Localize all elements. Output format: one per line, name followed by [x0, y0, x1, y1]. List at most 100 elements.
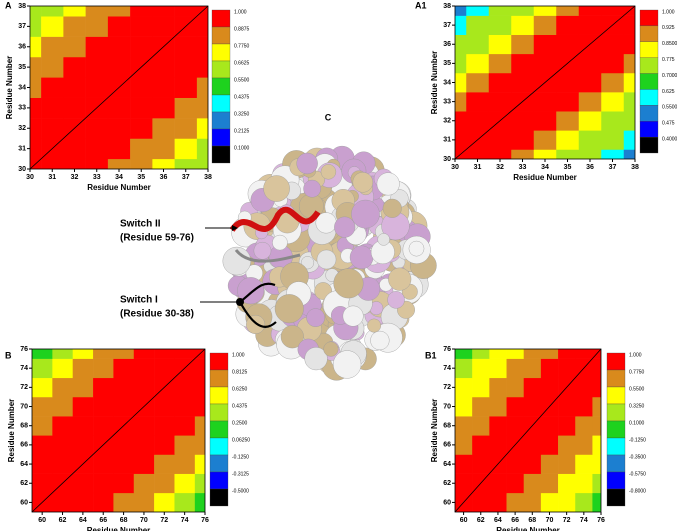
x-tick-label: 64: [79, 517, 87, 524]
heat-cell: [472, 358, 490, 379]
heat-cell: [113, 349, 135, 359]
heat-cell: [194, 377, 205, 398]
colorbar-band: [209, 369, 229, 388]
colorbar-band: [211, 43, 231, 62]
heat-cell: [63, 97, 86, 119]
surface-blob: [370, 330, 390, 351]
heat-cell: [455, 6, 467, 16]
heat-cell: [174, 377, 196, 398]
loop: [234, 248, 301, 263]
heat-cell: [472, 349, 490, 359]
colorbar-label: 0.8125: [232, 369, 248, 375]
heat-cell: [93, 454, 114, 474]
x-tick-label: 32: [71, 174, 79, 181]
heat-cell: [533, 111, 557, 131]
heat-cell: [174, 138, 198, 160]
colorbar-label: 0.5500: [662, 105, 677, 111]
heat-cell: [489, 435, 507, 455]
y-tick-label: 37: [443, 22, 451, 29]
heat-cell: [107, 56, 131, 78]
surface-blob: [320, 164, 337, 180]
x-tick-label: 66: [99, 517, 107, 524]
y-tick-label: 36: [443, 41, 451, 48]
colorbar-label: 0.5500: [234, 77, 250, 83]
heat-cell: [154, 358, 175, 379]
heat-cell: [52, 349, 74, 359]
y-tick-label: 74: [443, 365, 451, 372]
heat-cell: [533, 15, 557, 35]
x-tick-label: 72: [563, 517, 571, 524]
surface-blob: [253, 241, 272, 260]
colorbar-band: [639, 9, 659, 27]
heat-cell: [488, 15, 512, 35]
heat-cell: [511, 34, 535, 55]
heat-cell: [174, 396, 196, 417]
heat-cell: [30, 56, 42, 78]
surface-blob: [377, 233, 390, 246]
y-tick-label: 35: [18, 64, 26, 71]
heat-cell: [107, 97, 131, 119]
heat-cell: [152, 118, 175, 139]
heat-cell: [133, 492, 155, 512]
heat-cell: [130, 6, 153, 17]
y-tick-label: 38: [18, 3, 26, 10]
colorbar-band: [211, 60, 231, 79]
heat-cell: [194, 396, 205, 417]
x-tick-label: 33: [93, 174, 101, 181]
heat-cell: [107, 118, 131, 139]
heat-cell: [152, 158, 175, 169]
heat-cell: [196, 97, 208, 119]
heat-cell: [52, 377, 74, 398]
heat-cell: [540, 377, 559, 398]
colorbar-band: [209, 403, 229, 422]
heat-cell: [575, 349, 593, 359]
heat-cell: [174, 454, 196, 474]
heat-cell: [30, 97, 42, 119]
colorbar-label: 0.4375: [234, 94, 250, 100]
heat-cell: [30, 138, 42, 160]
heat-cell: [174, 349, 196, 359]
heat-cell: [85, 36, 109, 58]
heat-cell: [30, 6, 42, 17]
heat-cell: [623, 34, 635, 55]
x-tick-label: 34: [541, 164, 549, 171]
heat-cell: [623, 111, 635, 131]
heat-cell: [455, 377, 473, 398]
colorbar-label: 0.3250: [629, 403, 645, 409]
heat-cell: [130, 36, 153, 58]
heat-cell: [63, 56, 86, 78]
heat-cell: [472, 454, 490, 474]
heat-cell: [575, 492, 593, 512]
colorbar-label: 0.5500: [629, 386, 645, 392]
heat-cell: [32, 396, 53, 417]
y-tick-label: 66: [443, 442, 451, 449]
heat-cell: [194, 416, 205, 436]
x-axis-title: Residue Number: [496, 526, 560, 531]
heat-cell: [466, 111, 490, 131]
arrow-dot: [236, 298, 244, 306]
heat-cell: [523, 492, 542, 512]
heat-cell: [113, 435, 135, 455]
heat-cell: [511, 6, 535, 16]
heat-cell: [506, 396, 525, 417]
heat-cell: [578, 130, 602, 150]
heat-cell: [52, 396, 74, 417]
heat-cell: [472, 416, 490, 436]
heat-cell: [506, 473, 525, 494]
heat-cell: [63, 138, 86, 160]
heat-cell: [523, 454, 542, 474]
heat-cell: [32, 454, 53, 474]
heat-cell: [575, 416, 593, 436]
x-tick-label: 37: [182, 174, 190, 181]
heat-cell: [556, 130, 580, 150]
y-tick-label: 31: [443, 137, 451, 144]
x-tick-label: 31: [474, 164, 482, 171]
heat-cell: [455, 349, 473, 359]
heat-cell: [154, 416, 175, 436]
colorbar-band: [639, 73, 659, 90]
heat-cell: [194, 454, 205, 474]
heat-cell: [154, 492, 175, 512]
colorbar-label: 0.475: [662, 121, 675, 127]
heat-cell: [85, 6, 109, 17]
heat-cell: [174, 118, 198, 139]
